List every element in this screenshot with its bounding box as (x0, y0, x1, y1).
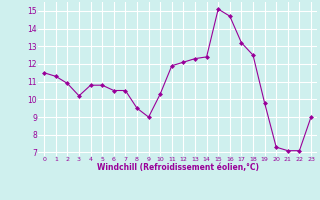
X-axis label: Windchill (Refroidissement éolien,°C): Windchill (Refroidissement éolien,°C) (97, 163, 259, 172)
